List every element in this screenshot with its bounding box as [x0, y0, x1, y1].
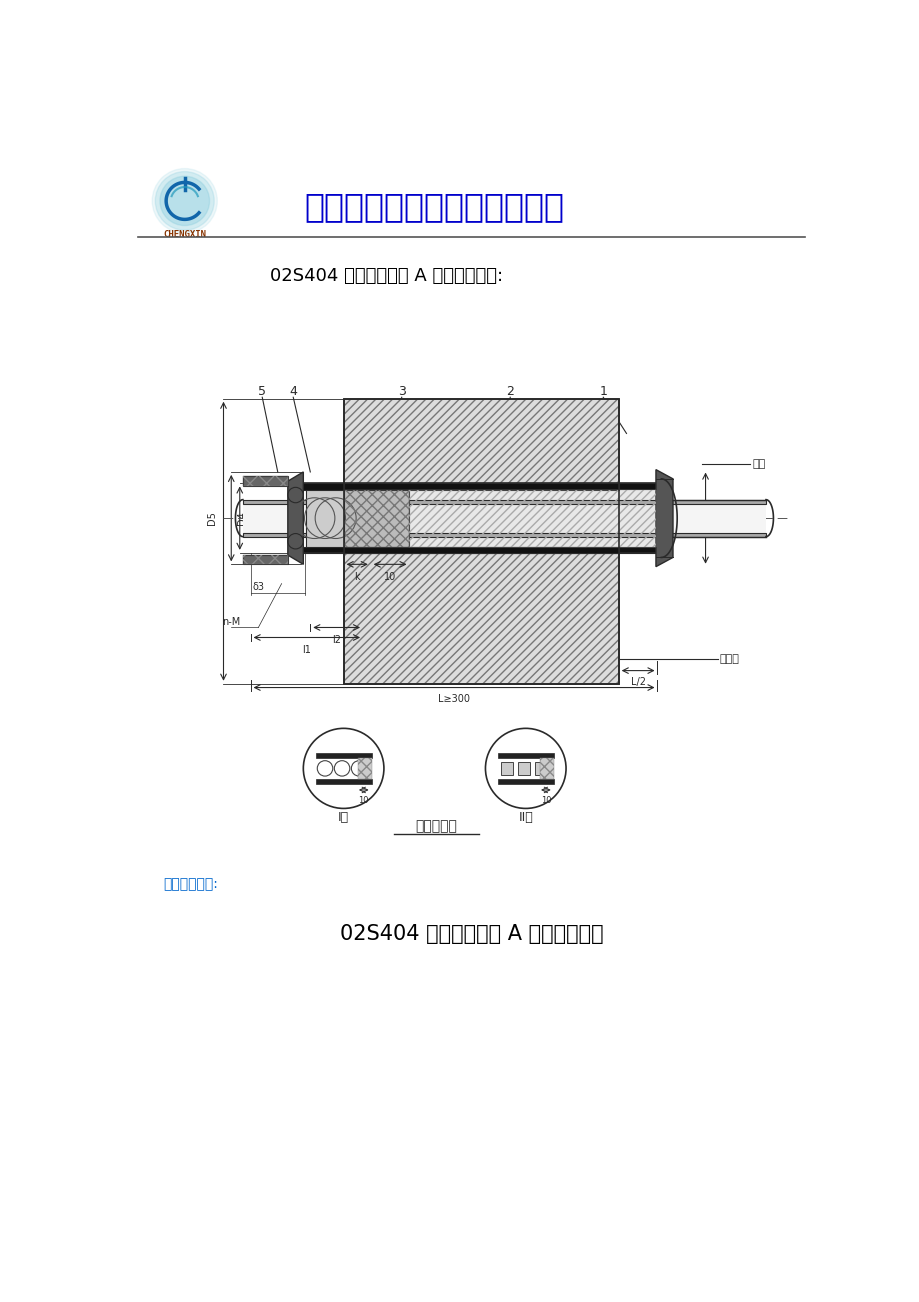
Text: D2: D2 — [708, 513, 721, 523]
Text: D5: D5 — [207, 512, 217, 525]
Text: 02S404 柔性防水套管 A 型结构材料表: 02S404 柔性防水套管 A 型结构材料表 — [339, 924, 603, 944]
Text: II型: II型 — [517, 811, 532, 824]
Polygon shape — [301, 547, 657, 553]
Text: I型: I型 — [337, 811, 349, 824]
Polygon shape — [497, 779, 553, 784]
Text: D4: D4 — [237, 512, 247, 525]
Text: 02S404 柔性防水套管 A 型结构安装图:: 02S404 柔性防水套管 A 型结构安装图: — [269, 267, 503, 285]
Polygon shape — [243, 504, 766, 533]
Text: 10: 10 — [383, 572, 396, 582]
Polygon shape — [344, 483, 618, 553]
Text: δ: δ — [553, 535, 559, 544]
Polygon shape — [517, 762, 530, 775]
Polygon shape — [306, 490, 344, 547]
Text: 2: 2 — [505, 384, 514, 397]
Polygon shape — [243, 475, 288, 486]
Polygon shape — [243, 533, 766, 536]
Text: 10: 10 — [358, 796, 369, 805]
Text: 5: 5 — [258, 384, 266, 397]
Text: l2: l2 — [332, 635, 341, 646]
Text: 密封圈结构: 密封圈结构 — [415, 819, 457, 833]
Text: 10: 10 — [540, 796, 550, 805]
Polygon shape — [501, 762, 513, 775]
Text: CHENGXIN: CHENGXIN — [163, 230, 206, 240]
Text: 1: 1 — [598, 384, 607, 397]
Polygon shape — [243, 500, 766, 504]
Polygon shape — [409, 490, 655, 547]
Polygon shape — [344, 398, 618, 483]
Text: 钢管: 钢管 — [751, 460, 765, 469]
Circle shape — [152, 168, 217, 233]
Polygon shape — [344, 553, 618, 684]
Polygon shape — [357, 758, 371, 779]
Text: 迎水面: 迎水面 — [719, 654, 739, 664]
Polygon shape — [497, 753, 553, 758]
Polygon shape — [344, 547, 618, 553]
Text: n-M: n-M — [221, 617, 240, 628]
Text: 巩义市诚信新技术供水设备厂: 巩义市诚信新技术供水设备厂 — [304, 190, 564, 223]
Polygon shape — [344, 553, 618, 684]
Text: D3: D3 — [245, 512, 255, 525]
Polygon shape — [315, 779, 371, 784]
Polygon shape — [315, 753, 371, 758]
Polygon shape — [655, 470, 673, 566]
Polygon shape — [535, 762, 547, 775]
Polygon shape — [301, 483, 657, 490]
Polygon shape — [344, 490, 409, 547]
Text: L≥300: L≥300 — [437, 694, 470, 703]
Polygon shape — [344, 483, 618, 490]
Text: L/2: L/2 — [630, 677, 645, 686]
Circle shape — [155, 172, 214, 230]
Polygon shape — [344, 398, 618, 483]
Circle shape — [160, 176, 210, 225]
Polygon shape — [539, 758, 553, 779]
Text: δ2: δ2 — [661, 482, 673, 492]
Polygon shape — [243, 555, 288, 564]
Text: 材料表见下页:: 材料表见下页: — [163, 876, 218, 891]
Text: 4: 4 — [289, 384, 297, 397]
Text: k: k — [354, 572, 359, 582]
Text: 3: 3 — [397, 384, 405, 397]
Polygon shape — [288, 471, 303, 564]
Text: l1: l1 — [302, 646, 311, 655]
Text: δ3: δ3 — [252, 582, 264, 592]
Text: D1: D1 — [698, 513, 712, 523]
